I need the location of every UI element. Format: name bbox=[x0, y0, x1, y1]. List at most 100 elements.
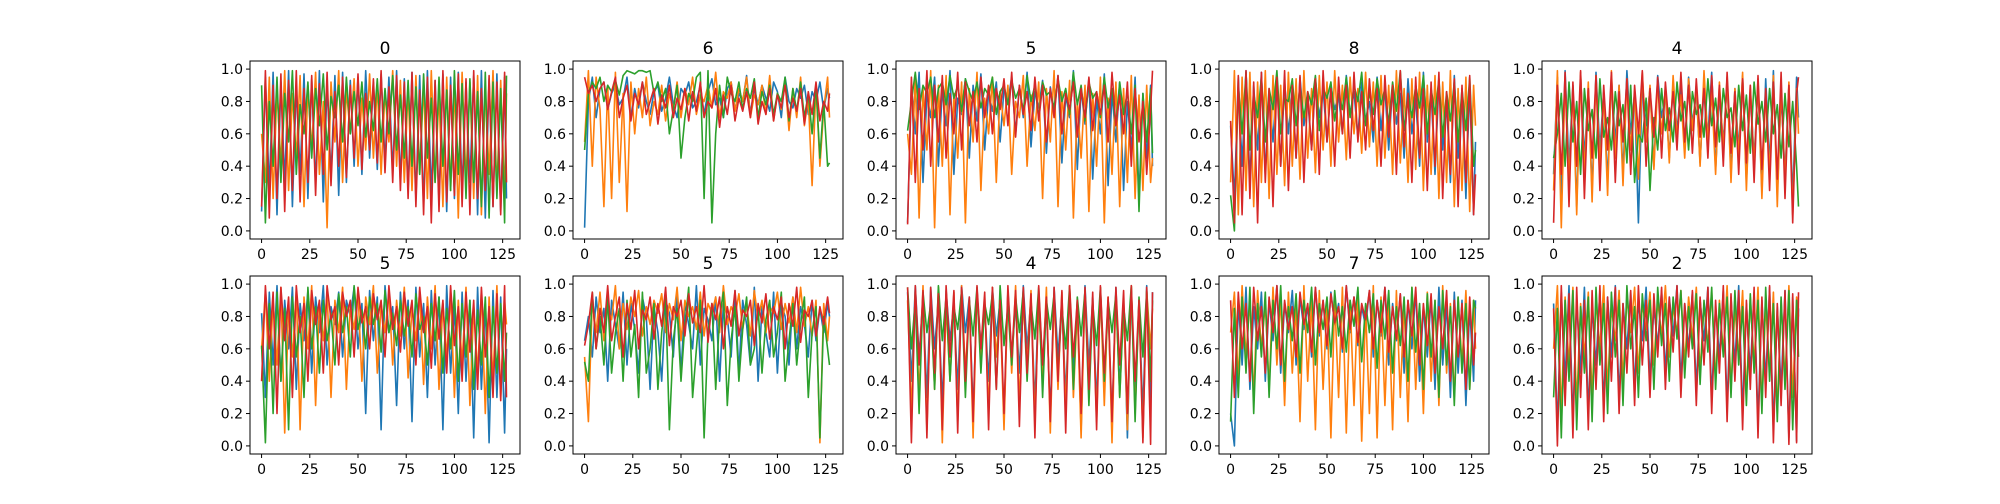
y-tick-label: 1.0 bbox=[867, 62, 889, 78]
x-tick-label: 0 bbox=[1549, 462, 1558, 478]
subplot-title: 2 bbox=[1672, 254, 1683, 274]
x-tick-label: 50 bbox=[1641, 247, 1659, 263]
series-line-3 bbox=[260, 284, 508, 415]
axes-frame bbox=[572, 275, 844, 455]
x-tick-label: 100 bbox=[1733, 462, 1760, 478]
x-tick-label: 0 bbox=[1226, 247, 1235, 263]
y-tick-label: 0.4 bbox=[1513, 374, 1535, 390]
y-tick-label: 0.6 bbox=[544, 127, 566, 143]
series-line-2 bbox=[260, 284, 508, 444]
axes-frame bbox=[1218, 60, 1490, 240]
y-tick-label: 1.0 bbox=[221, 62, 243, 78]
subplot-title: 6 bbox=[703, 39, 714, 59]
y-tick-label: 0.2 bbox=[544, 407, 566, 423]
x-tick-label: 25 bbox=[947, 247, 965, 263]
x-tick-label: 50 bbox=[995, 247, 1013, 263]
subplot-8: 0.0 0.2 0.4 0.6 0.8 1.0 0 25 50 75 100 125 7 bbox=[1190, 254, 1490, 478]
x-tick-label: 100 bbox=[1733, 247, 1760, 263]
y-tick-label: 0.4 bbox=[867, 159, 889, 175]
y-tick-label: 0.8 bbox=[1513, 309, 1535, 325]
subplot-7: 0.0 0.2 0.4 0.6 0.8 1.0 0 25 50 75 100 125 4 bbox=[867, 254, 1167, 478]
subplot-3: 0.0 0.2 0.4 0.6 0.8 1.0 0 25 50 75 100 125 8 bbox=[1190, 39, 1490, 263]
axes-frame bbox=[249, 275, 521, 455]
series-line-3 bbox=[1552, 69, 1800, 224]
series-line-2 bbox=[1552, 284, 1800, 439]
x-tick-label: 50 bbox=[672, 247, 690, 263]
y-tick-label: 0.8 bbox=[1190, 309, 1212, 325]
series-line-3 bbox=[906, 284, 1154, 446]
y-tick-label: 0.6 bbox=[221, 342, 243, 358]
subplot-title: 5 bbox=[1026, 39, 1037, 59]
y-tick-label: 0.2 bbox=[221, 192, 243, 208]
subplot-0: 0.0 0.2 0.4 0.6 0.8 1.0 0 25 50 75 100 125 0 bbox=[221, 39, 521, 263]
series-line-3 bbox=[906, 69, 1154, 225]
y-tick-label: 0.4 bbox=[544, 374, 566, 390]
y-tick-label: 0.6 bbox=[867, 342, 889, 358]
x-tick-label: 75 bbox=[1689, 247, 1707, 263]
y-tick-label: 0.2 bbox=[1513, 407, 1535, 423]
x-tick-label: 50 bbox=[1641, 462, 1659, 478]
y-tick-label: 0.6 bbox=[867, 127, 889, 143]
y-tick-label: 0.6 bbox=[1190, 127, 1212, 143]
y-tick-label: 0.2 bbox=[544, 192, 566, 208]
y-tick-label: 0.2 bbox=[867, 407, 889, 423]
x-tick-label: 75 bbox=[1366, 247, 1384, 263]
x-tick-label: 75 bbox=[720, 462, 738, 478]
axes-frame bbox=[249, 60, 521, 240]
x-tick-label: 125 bbox=[1781, 247, 1808, 263]
series-line-3 bbox=[583, 284, 831, 358]
subplot-4: 0.0 0.2 0.4 0.6 0.8 1.0 0 25 50 75 100 125 4 bbox=[1513, 39, 1813, 263]
y-tick-label: 0.8 bbox=[867, 309, 889, 325]
y-tick-label: 0.6 bbox=[1513, 127, 1535, 143]
x-tick-label: 125 bbox=[812, 247, 839, 263]
y-tick-label: 0.8 bbox=[544, 309, 566, 325]
subplot-title: 0 bbox=[380, 39, 391, 59]
y-tick-label: 0.2 bbox=[867, 192, 889, 208]
series-line-3 bbox=[583, 76, 831, 129]
y-tick-label: 0.0 bbox=[544, 224, 566, 240]
axes-frame bbox=[1218, 275, 1490, 455]
axes-frame bbox=[895, 275, 1167, 455]
y-tick-label: 0.4 bbox=[867, 374, 889, 390]
x-tick-label: 25 bbox=[1270, 247, 1288, 263]
subplot-9: 0.0 0.2 0.4 0.6 0.8 1.0 0 25 50 75 100 125 2 bbox=[1513, 254, 1813, 478]
y-tick-label: 0.8 bbox=[867, 94, 889, 110]
y-tick-label: 0.8 bbox=[544, 94, 566, 110]
axes-frame bbox=[895, 60, 1167, 240]
y-tick-label: 0.0 bbox=[221, 439, 243, 455]
y-tick-label: 0.0 bbox=[221, 224, 243, 240]
x-tick-label: 125 bbox=[1781, 462, 1808, 478]
x-tick-label: 125 bbox=[489, 247, 516, 263]
x-tick-label: 25 bbox=[1593, 462, 1611, 478]
x-tick-label: 100 bbox=[764, 247, 791, 263]
y-tick-label: 0.6 bbox=[221, 127, 243, 143]
x-tick-label: 50 bbox=[349, 462, 367, 478]
x-tick-label: 50 bbox=[1318, 462, 1336, 478]
x-tick-label: 50 bbox=[672, 462, 690, 478]
x-tick-label: 25 bbox=[947, 462, 965, 478]
x-tick-label: 75 bbox=[1689, 462, 1707, 478]
subplot-title: 5 bbox=[703, 254, 714, 274]
y-tick-label: 1.0 bbox=[1190, 62, 1212, 78]
y-tick-label: 0.0 bbox=[1513, 439, 1535, 455]
x-tick-label: 25 bbox=[624, 462, 642, 478]
x-tick-label: 125 bbox=[1135, 462, 1162, 478]
y-tick-label: 1.0 bbox=[544, 277, 566, 293]
series-line-3 bbox=[1229, 284, 1477, 399]
x-tick-label: 125 bbox=[1458, 247, 1485, 263]
x-tick-label: 50 bbox=[349, 247, 367, 263]
x-tick-label: 125 bbox=[489, 462, 516, 478]
y-tick-label: 0.8 bbox=[1190, 94, 1212, 110]
subplot-title: 5 bbox=[380, 254, 391, 274]
y-tick-label: 0.0 bbox=[1513, 224, 1535, 240]
subplot-5: 0.0 0.2 0.4 0.6 0.8 1.0 0 25 50 75 100 125 5 bbox=[221, 254, 521, 478]
series-line-1 bbox=[906, 69, 1154, 229]
y-tick-label: 0.8 bbox=[221, 309, 243, 325]
y-tick-label: 1.0 bbox=[1513, 62, 1535, 78]
y-tick-label: 0.8 bbox=[1513, 94, 1535, 110]
x-tick-label: 75 bbox=[397, 247, 415, 263]
subplot-title: 7 bbox=[1349, 254, 1360, 274]
y-tick-label: 0.4 bbox=[221, 374, 243, 390]
